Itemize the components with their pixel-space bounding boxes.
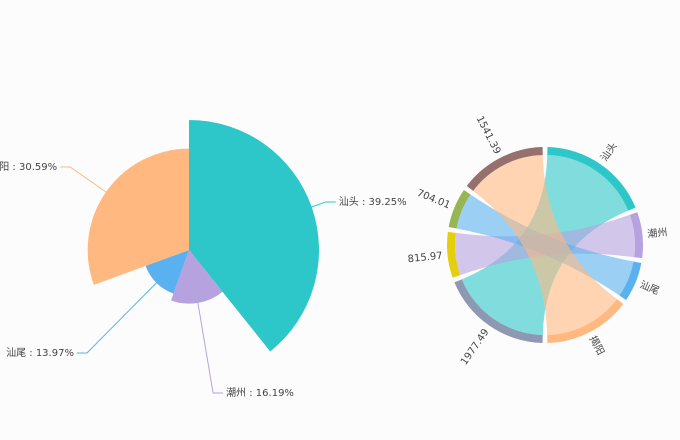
chord-arc	[619, 261, 642, 301]
category: 揭阳	[0, 160, 9, 173]
chord-label: 815.97	[407, 251, 443, 266]
separator: :	[359, 197, 369, 208]
slice-label: 潮州 : 16.19%	[226, 386, 294, 399]
leader-line	[60, 166, 110, 195]
chord-label: 704.01	[415, 188, 452, 211]
separator: :	[9, 162, 19, 173]
leader-line	[307, 201, 336, 209]
separator: :	[246, 388, 256, 399]
value-label: 30.59%	[19, 162, 57, 173]
chord-arc	[547, 299, 624, 343]
rose-slice	[87, 148, 189, 285]
chord-label: 汕尾	[638, 279, 661, 298]
category: 汕头	[339, 196, 359, 208]
chord-arc	[547, 147, 636, 211]
ribbons	[455, 155, 635, 335]
chord-label: 1977.49	[459, 327, 491, 367]
chord-arc	[447, 231, 461, 278]
value-label: 39.25%	[369, 197, 407, 208]
chord-arc	[629, 212, 644, 259]
rose-slice	[171, 250, 223, 304]
chord-label: 揭阳	[587, 333, 608, 357]
value-label: 13.97%	[36, 348, 74, 359]
category: 潮州	[226, 386, 246, 399]
value-label: 16.19%	[256, 388, 294, 399]
slice-label: 汕头 : 39.25%	[339, 196, 407, 208]
slice-label: 揭阳 : 30.59%	[0, 160, 57, 173]
chord-label: 汕头	[598, 140, 619, 163]
chord-arc	[466, 147, 543, 191]
chord-arc	[454, 279, 543, 343]
chord-ribbon	[473, 155, 617, 335]
separator: :	[26, 348, 36, 359]
rose-slice	[189, 120, 320, 352]
leader-line	[196, 298, 224, 394]
chord-label: 1541.39	[474, 114, 503, 156]
chord-arc	[448, 189, 471, 229]
chord-label: 潮州	[647, 225, 668, 240]
slice-label: 汕尾 : 13.97%	[6, 347, 74, 359]
category: 汕尾	[6, 347, 26, 359]
leader-line	[76, 279, 160, 354]
